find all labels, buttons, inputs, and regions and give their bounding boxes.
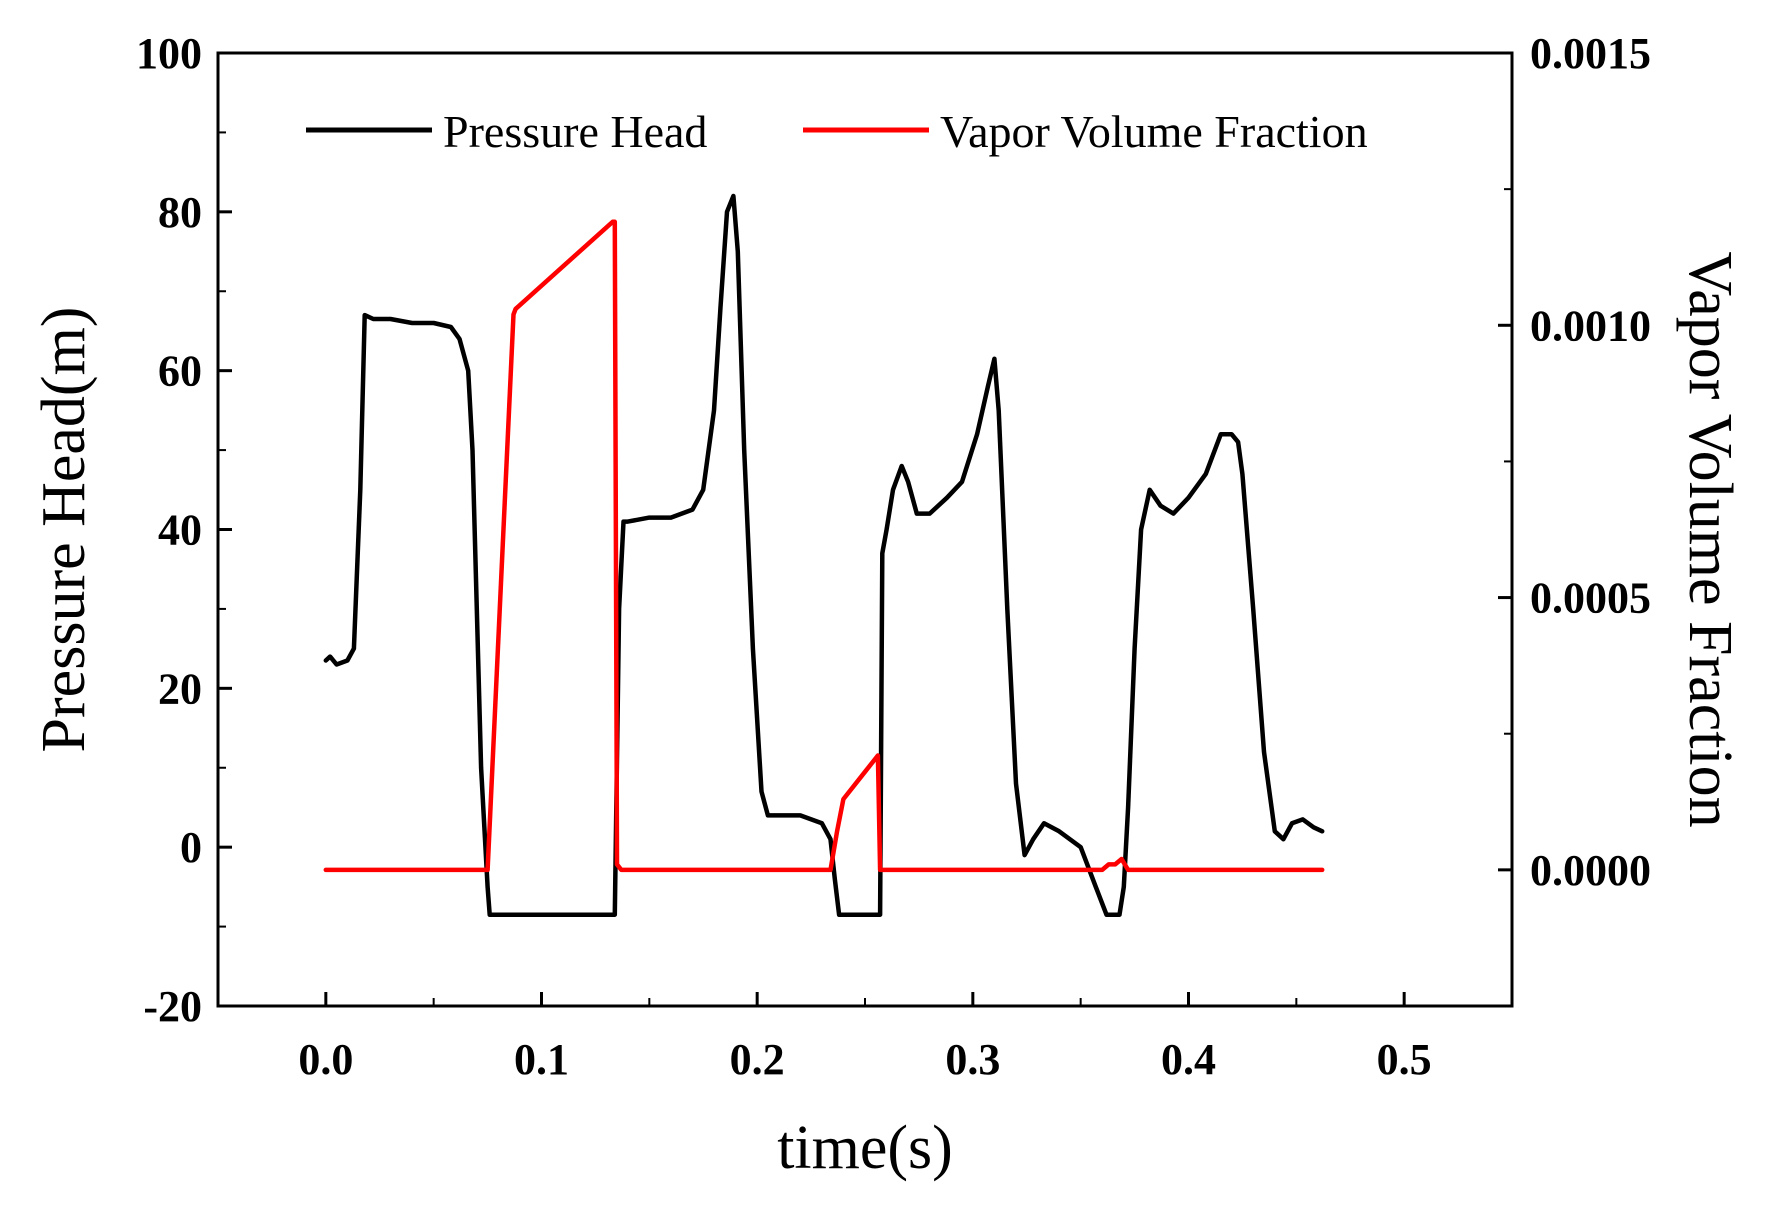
- x-tick-label: 0.1: [514, 1035, 569, 1084]
- y2-tick-label: 0.0000: [1530, 846, 1651, 895]
- y-tick-label: -20: [143, 982, 202, 1031]
- series-line-pressure-head: [323, 193, 1325, 917]
- series-line-vapor-volume-fraction: [323, 219, 1325, 873]
- x-tick-label: 0.2: [730, 1035, 785, 1084]
- series-layer: [323, 193, 1325, 917]
- legend-label-vapor-volume-fraction: Vapor Volume Fraction: [940, 106, 1368, 157]
- x-tick-label: 0.4: [1161, 1035, 1216, 1084]
- y-tick-label: 0: [180, 823, 202, 872]
- y-tick-label: 100: [136, 29, 202, 78]
- x-tick-label: 0.0: [298, 1035, 353, 1084]
- y2-axis-title: Vapor Volume Fraction: [1676, 251, 1744, 827]
- y-tick-label: 40: [158, 506, 202, 555]
- x-tick-label: 0.5: [1377, 1035, 1432, 1084]
- y-tick-label: 20: [158, 664, 202, 713]
- plot-frame: [216, 51, 1514, 1008]
- y-tick-label: 80: [158, 188, 202, 237]
- y2-tick-label: 0.0010: [1530, 301, 1651, 350]
- x-axis-title: time(s): [777, 1114, 953, 1182]
- y2-tick-label: 0.0015: [1530, 29, 1651, 78]
- legend: Pressure Head Vapor Volume Fraction: [306, 106, 1368, 157]
- legend-label-pressure-head: Pressure Head: [443, 106, 707, 157]
- y-axis-title: Pressure Head(m): [30, 307, 98, 753]
- ticks-layer: 0.0 0.1 0.2 0.3 0.4 0.5 -20 0 20 40 60 80 100 0.0000 0…: [136, 29, 1651, 1084]
- y2-tick-label: 0.0005: [1530, 574, 1651, 623]
- x-tick-label: 0.3: [945, 1035, 1000, 1084]
- y-tick-label: 60: [158, 347, 202, 396]
